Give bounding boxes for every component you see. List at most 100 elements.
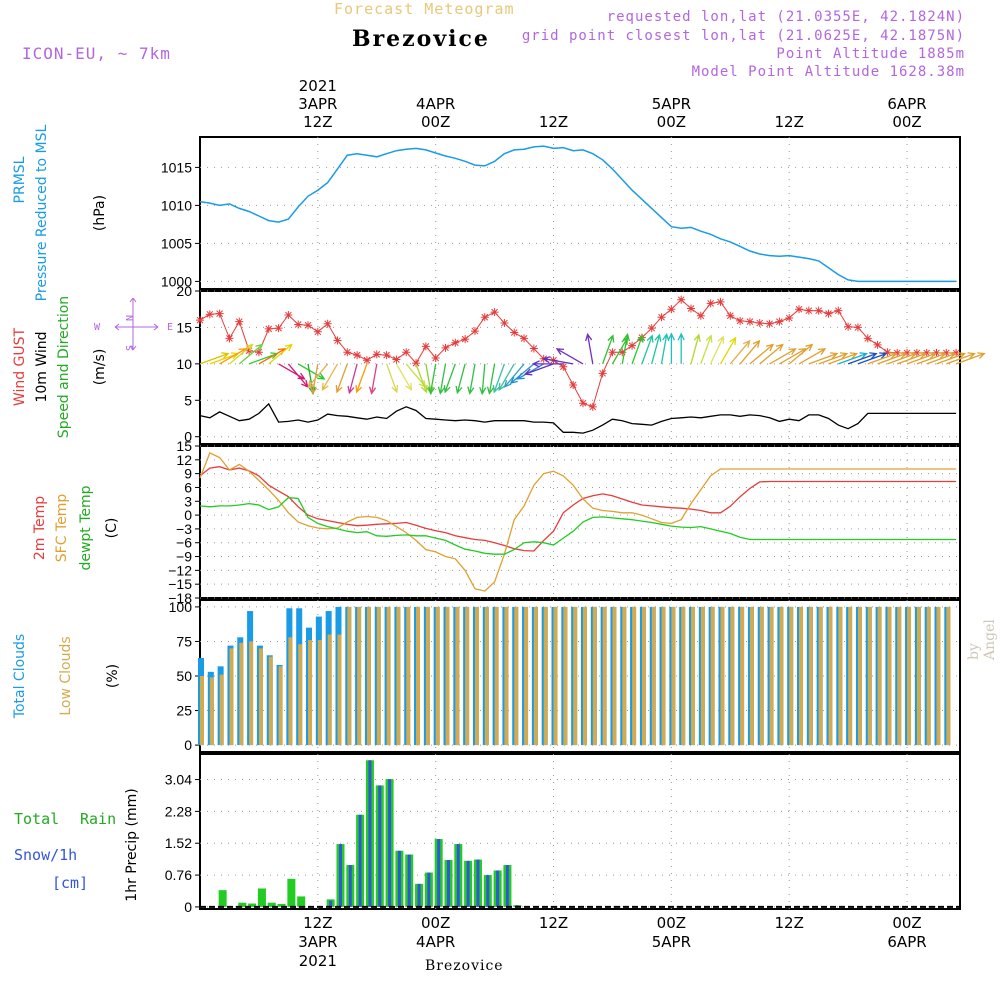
time-label-bottom: 3APR [298, 933, 337, 951]
gust-point [755, 319, 764, 328]
low-cloud-bar [258, 648, 263, 746]
gust-point [402, 348, 411, 357]
gust-point [628, 341, 637, 350]
wind-direction-arrow [455, 363, 466, 395]
station-title: Brezovice [352, 26, 490, 52]
time-label-top: 5APR [652, 95, 691, 113]
low-cloud-bar [671, 606, 676, 746]
low-cloud-bar [877, 606, 882, 746]
time-label-top: 12Z [303, 113, 332, 131]
panel-frame-clouds [199, 599, 961, 753]
gust-point [912, 348, 921, 357]
time-label-top: 3APR [298, 95, 337, 113]
wind-label-unit: (m/s) [92, 349, 108, 386]
wind-direction-arrow [437, 363, 447, 395]
gust-point [873, 340, 882, 349]
snow-bar [378, 785, 382, 907]
precip-label-cm: [cm] [52, 874, 88, 892]
gust-point [294, 320, 303, 329]
closest-coords: grid point closest lon,lat (21.0625E, 42… [521, 28, 965, 44]
snow-bar [397, 850, 401, 907]
gust-point [274, 324, 283, 333]
time-label-bottom: 6APR [887, 933, 926, 951]
low-cloud-bar [317, 640, 322, 746]
low-cloud-bar [239, 642, 244, 746]
precip-label-unit: 1hr Precip (mm) [124, 788, 140, 901]
gust-point [687, 304, 695, 313]
low-cloud-bar [386, 606, 391, 746]
low-cloud-bar [396, 606, 401, 746]
low-cloud-bar [769, 606, 774, 746]
low-cloud-bar [337, 634, 342, 746]
temp2m-series-line [199, 466, 957, 552]
gust-point [254, 348, 263, 357]
pressure-label-prmsl: PRMSL [12, 156, 28, 203]
wind-direction-arrow [749, 343, 775, 365]
clouds-label-total: Total Clouds [12, 634, 28, 719]
gust-point [952, 348, 961, 357]
low-cloud-bar [661, 606, 666, 746]
wind-direction-arrow [887, 352, 918, 365]
low-cloud-bar [946, 606, 951, 746]
wind-direction-arrow [199, 352, 230, 365]
clouds-label-unit: (%) [105, 664, 121, 688]
panel-frame-pressure [199, 136, 961, 290]
gust-point [814, 306, 823, 315]
gust-point [490, 308, 499, 317]
pressure-label-unit: (hPa) [92, 195, 108, 231]
wind-direction-arrow [877, 352, 908, 365]
wind-direction-arrow [719, 336, 737, 365]
wind-direction-arrow [896, 352, 927, 365]
gust-point [431, 354, 440, 363]
low-cloud-bar [366, 606, 371, 746]
low-cloud-bar [720, 606, 725, 746]
gust-point [863, 334, 872, 343]
low-cloud-bar [249, 641, 254, 746]
bottom-station-label: Brezovice [425, 958, 504, 974]
temp-label-dewpt: dewpt Temp [78, 485, 94, 570]
low-cloud-bar [926, 606, 931, 746]
gust-point [569, 380, 578, 389]
snow-bar [456, 844, 460, 907]
snow-bar [505, 865, 509, 907]
time-label-bottom: 12Z [303, 914, 332, 932]
gust-point [598, 369, 607, 378]
tick-label-y: 10 [176, 356, 192, 372]
time-label-bottom: 00Z [421, 914, 450, 932]
wind-direction-arrow [690, 333, 701, 365]
snow-bar [338, 844, 342, 907]
precip-label-total: Total [14, 810, 59, 828]
low-cloud-bar [474, 606, 479, 746]
temp-label-2m: 2m Temp [32, 496, 48, 560]
low-cloud-bar [209, 677, 214, 746]
snow-bar [368, 760, 372, 907]
gust-point [313, 327, 322, 336]
requested-coords: requested lon,lat (21.0355E, 42.1824N) [606, 9, 965, 25]
low-cloud-bar [691, 606, 695, 746]
tick-label-y: 100 [169, 599, 193, 615]
tick-label-y: 1010 [161, 197, 192, 213]
gust-point [362, 356, 371, 365]
snow-bar [437, 839, 441, 907]
rain-bar [287, 878, 296, 907]
wind-direction-arrow [268, 343, 293, 365]
tick-label-y: −9 [176, 549, 192, 565]
low-cloud-bar [779, 606, 784, 746]
low-cloud-bar [219, 674, 224, 746]
low-cloud-bar [524, 606, 529, 746]
gust-point [942, 348, 951, 357]
wind-direction-arrow [355, 363, 368, 394]
low-cloud-bar [907, 606, 912, 746]
low-cloud-bar [897, 606, 902, 746]
low-cloud-bar [308, 640, 313, 746]
wind-direction-arrow [498, 363, 515, 392]
chart-subtitle: Forecast Meteogram [334, 0, 515, 18]
gust-point [844, 322, 853, 331]
low-cloud-bar [641, 606, 646, 746]
rain-bar [218, 890, 227, 907]
low-cloud-bar [622, 606, 627, 746]
time-label-top: 00Z [892, 113, 921, 131]
compass-east: E [167, 322, 173, 333]
low-cloud-bar [200, 676, 204, 746]
wind-direction-arrow [427, 363, 437, 395]
